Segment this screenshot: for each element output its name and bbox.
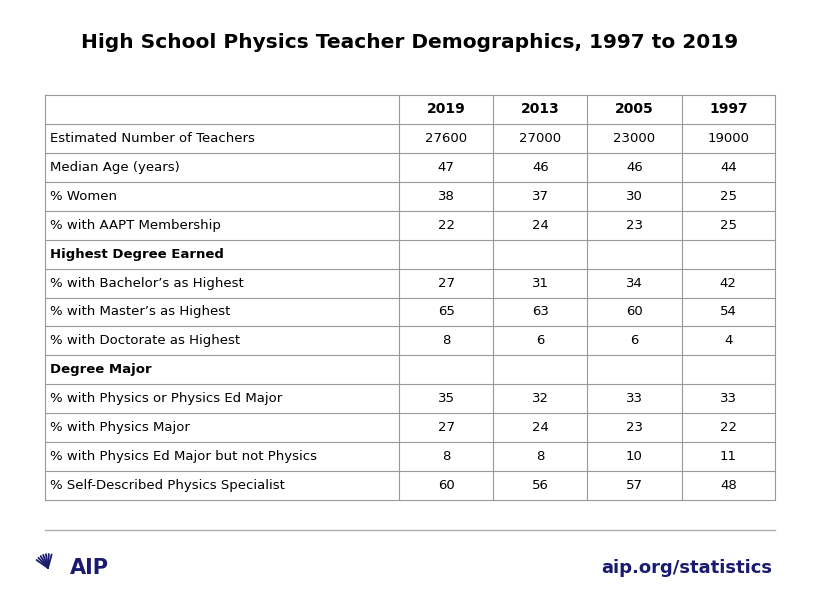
Text: 23: 23 bbox=[625, 218, 642, 232]
Text: 22: 22 bbox=[437, 218, 454, 232]
Text: % Self-Described Physics Specialist: % Self-Described Physics Specialist bbox=[50, 479, 284, 492]
Text: 35: 35 bbox=[437, 392, 454, 405]
Text: 30: 30 bbox=[625, 190, 642, 203]
Text: 2013: 2013 bbox=[520, 102, 559, 117]
Text: 2005: 2005 bbox=[614, 102, 653, 117]
Text: 22: 22 bbox=[719, 421, 736, 434]
Text: 48: 48 bbox=[719, 479, 735, 492]
Text: 33: 33 bbox=[719, 392, 736, 405]
Text: 10: 10 bbox=[625, 450, 642, 463]
Text: 27: 27 bbox=[437, 421, 454, 434]
Text: % with Physics Ed Major but not Physics: % with Physics Ed Major but not Physics bbox=[50, 450, 316, 463]
Text: Highest Degree Earned: Highest Degree Earned bbox=[50, 248, 224, 260]
Text: 38: 38 bbox=[437, 190, 454, 203]
Text: 1997: 1997 bbox=[708, 102, 747, 117]
Text: 60: 60 bbox=[626, 306, 642, 318]
Text: 57: 57 bbox=[625, 479, 642, 492]
Text: 19000: 19000 bbox=[707, 132, 749, 145]
Text: 27: 27 bbox=[437, 276, 454, 290]
Text: 23000: 23000 bbox=[613, 132, 654, 145]
Text: 32: 32 bbox=[532, 392, 548, 405]
Text: % with Bachelor’s as Highest: % with Bachelor’s as Highest bbox=[50, 276, 243, 290]
Text: 33: 33 bbox=[625, 392, 642, 405]
Text: 46: 46 bbox=[532, 161, 548, 174]
Text: 24: 24 bbox=[532, 421, 548, 434]
Text: % with Physics Major: % with Physics Major bbox=[50, 421, 189, 434]
Text: % with Physics or Physics Ed Major: % with Physics or Physics Ed Major bbox=[50, 392, 282, 405]
Text: Estimated Number of Teachers: Estimated Number of Teachers bbox=[50, 132, 255, 145]
Text: 4: 4 bbox=[723, 334, 731, 347]
Text: 42: 42 bbox=[719, 276, 735, 290]
Text: 44: 44 bbox=[719, 161, 735, 174]
Text: 37: 37 bbox=[532, 190, 548, 203]
Text: 6: 6 bbox=[536, 334, 544, 347]
Text: 11: 11 bbox=[719, 450, 736, 463]
Text: 54: 54 bbox=[719, 306, 735, 318]
Text: % with Master’s as Highest: % with Master’s as Highest bbox=[50, 306, 230, 318]
Text: aip.org/statistics: aip.org/statistics bbox=[600, 559, 771, 577]
Text: 47: 47 bbox=[437, 161, 454, 174]
Text: 24: 24 bbox=[532, 218, 548, 232]
Text: 34: 34 bbox=[625, 276, 642, 290]
Text: 23: 23 bbox=[625, 421, 642, 434]
Text: % with AAPT Membership: % with AAPT Membership bbox=[50, 218, 220, 232]
Text: 60: 60 bbox=[437, 479, 454, 492]
Text: 25: 25 bbox=[719, 190, 736, 203]
Text: 46: 46 bbox=[626, 161, 642, 174]
Text: 65: 65 bbox=[437, 306, 454, 318]
Text: % with Doctorate as Highest: % with Doctorate as Highest bbox=[50, 334, 240, 347]
Text: 31: 31 bbox=[532, 276, 548, 290]
Text: 63: 63 bbox=[532, 306, 548, 318]
Text: 2019: 2019 bbox=[426, 102, 465, 117]
Text: 27000: 27000 bbox=[518, 132, 561, 145]
Text: % Women: % Women bbox=[50, 190, 117, 203]
Text: High School Physics Teacher Demographics, 1997 to 2019: High School Physics Teacher Demographics… bbox=[81, 32, 738, 51]
Text: 8: 8 bbox=[441, 334, 450, 347]
Text: 8: 8 bbox=[441, 450, 450, 463]
Text: 6: 6 bbox=[630, 334, 638, 347]
Text: AIP: AIP bbox=[70, 558, 109, 578]
Text: Median Age (years): Median Age (years) bbox=[50, 161, 179, 174]
Text: 8: 8 bbox=[536, 450, 544, 463]
Text: 25: 25 bbox=[719, 218, 736, 232]
Text: Degree Major: Degree Major bbox=[50, 364, 152, 376]
Text: 56: 56 bbox=[532, 479, 548, 492]
Text: 27600: 27600 bbox=[424, 132, 467, 145]
